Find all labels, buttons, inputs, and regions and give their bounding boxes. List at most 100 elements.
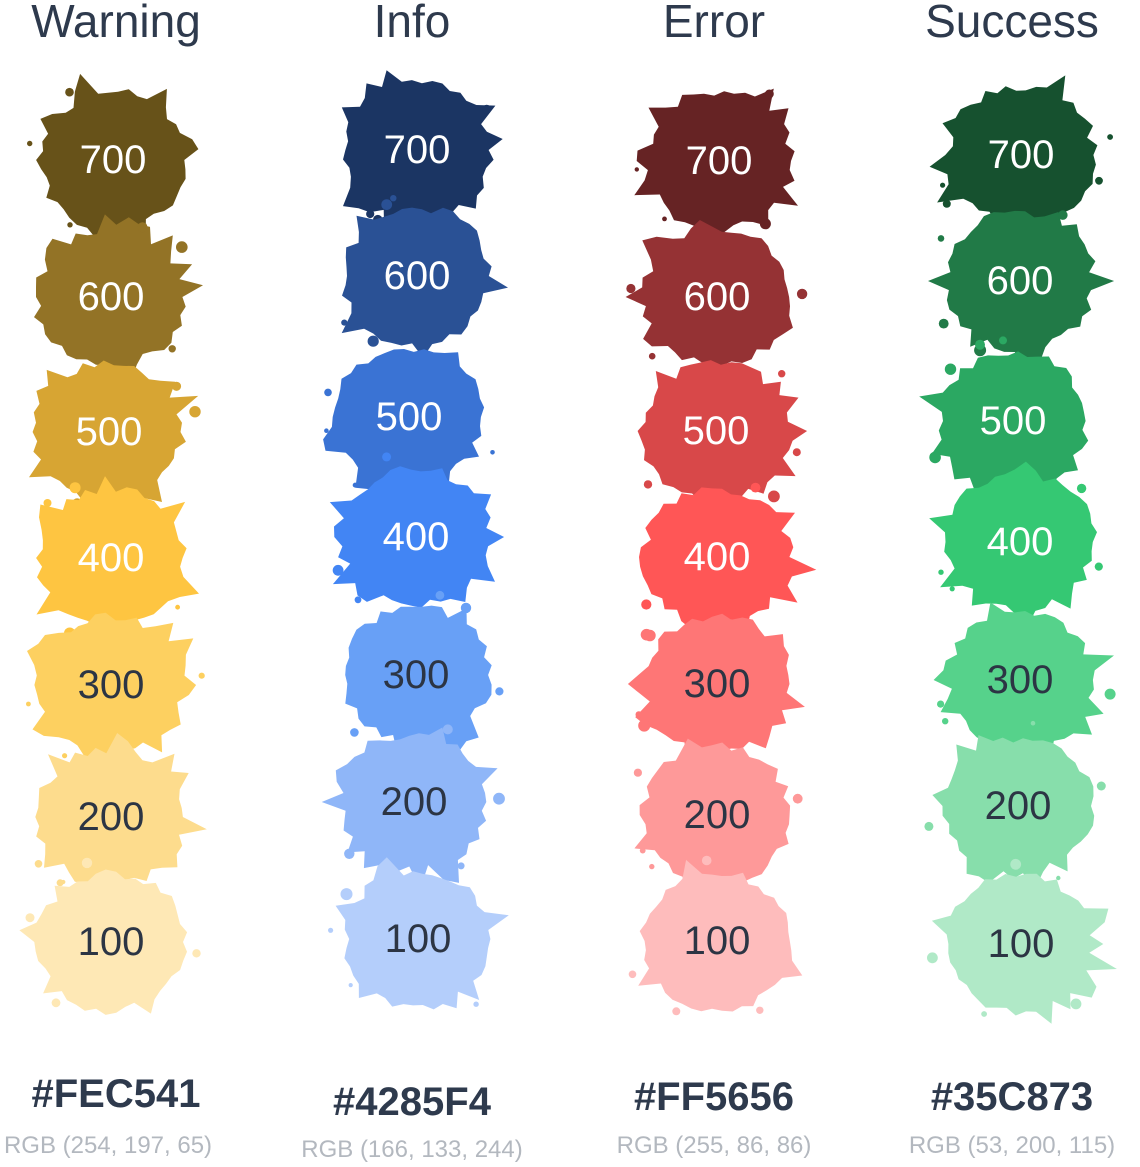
palette-column-warning: Warning 700 600 500 400 300 200 100 #FEC…	[0, 0, 266, 1167]
swatch-label: 400	[683, 534, 751, 579]
swatch-300[interactable]: 300	[622, 594, 812, 774]
paint-droplet	[67, 222, 73, 228]
swatch-label: 100	[683, 918, 751, 963]
hex-code: #35C873	[930, 1075, 1094, 1119]
paint-droplet	[381, 199, 393, 210]
paint-droplet	[764, 89, 774, 99]
swatch-label: 700	[79, 137, 147, 182]
swatch-label: 400	[77, 535, 145, 580]
paint-droplet	[1058, 210, 1068, 220]
swatch-200[interactable]: 200	[622, 725, 812, 905]
paint-splat-shape	[625, 220, 793, 366]
paint-droplet	[1096, 781, 1106, 791]
paint-droplet	[382, 452, 392, 462]
paint-droplet	[927, 952, 938, 964]
paint-droplet	[937, 235, 945, 242]
paint-droplet	[924, 821, 934, 831]
paint-droplet	[340, 888, 353, 901]
swatch-300[interactable]: 300	[16, 595, 206, 775]
rgb-value: RGB (254, 197, 65)	[3, 1132, 213, 1159]
paint-droplet	[938, 318, 949, 329]
paint-droplet	[341, 319, 348, 326]
swatch-400[interactable]: 400	[925, 452, 1115, 632]
paint-droplet	[324, 428, 329, 433]
paint-droplet	[493, 792, 505, 805]
paint-droplet	[490, 450, 495, 455]
paint-droplet	[348, 983, 353, 988]
paint-droplet	[460, 602, 472, 614]
swatch-100[interactable]: 100	[323, 849, 513, 1029]
paint-droplet	[176, 241, 188, 253]
paint-droplet	[759, 218, 771, 230]
swatch-label: 200	[380, 779, 448, 824]
paint-splat-shape	[341, 70, 503, 236]
swatch-700[interactable]: 700	[18, 70, 208, 250]
paint-droplet	[929, 451, 941, 464]
paint-droplet	[643, 480, 653, 489]
swatch-300[interactable]: 300	[321, 585, 511, 765]
swatch-700[interactable]: 700	[926, 65, 1116, 245]
paint-splat-shape	[637, 360, 808, 520]
swatch-100[interactable]: 100	[926, 854, 1117, 1034]
column-title: Info	[373, 0, 451, 47]
swatch-600[interactable]: 600	[622, 207, 812, 387]
paint-droplet	[482, 104, 492, 114]
paint-droplet	[672, 1007, 681, 1016]
paint-droplet	[175, 604, 181, 610]
paint-splat-shape	[321, 727, 498, 889]
paint-droplet	[999, 336, 1007, 345]
swatch-label: 700	[685, 138, 753, 183]
paint-droplet	[168, 345, 176, 353]
paint-splat-shape	[323, 349, 485, 502]
paint-droplet	[192, 949, 201, 958]
swatch-700[interactable]: 700	[624, 71, 814, 251]
paint-droplet	[324, 388, 332, 397]
swatch-400[interactable]: 400	[16, 468, 206, 648]
paint-droplet	[644, 629, 656, 642]
paint-splat-shape	[335, 857, 509, 1010]
paint-splat-shape	[29, 360, 199, 504]
paint-droplet	[792, 793, 803, 804]
swatch-500[interactable]: 500	[621, 341, 811, 521]
paint-droplet	[942, 718, 949, 725]
swatch-300[interactable]: 300	[925, 590, 1116, 770]
paint-splat-shape	[36, 476, 199, 646]
swatch-label: 600	[383, 253, 451, 298]
paint-droplet	[350, 728, 359, 737]
swatch-label: 600	[986, 258, 1054, 303]
swatch-200[interactable]: 200	[923, 716, 1113, 896]
swatch-700[interactable]: 700	[322, 60, 512, 240]
swatch-200[interactable]: 200	[319, 712, 509, 892]
swatch-100[interactable]: 100	[16, 852, 206, 1032]
swatch-600[interactable]: 600	[322, 186, 512, 366]
hex-code: #FEC541	[31, 1072, 201, 1116]
swatch-200[interactable]: 200	[16, 727, 207, 907]
paint-droplet	[328, 927, 334, 933]
paint-droplet	[937, 700, 945, 708]
paint-droplet	[366, 209, 375, 219]
swatch-500[interactable]: 500	[314, 327, 504, 507]
paint-droplet	[662, 216, 667, 222]
paint-droplet	[43, 499, 52, 507]
swatch-400[interactable]: 400	[321, 447, 511, 627]
paint-splat-shape	[919, 351, 1089, 513]
swatch-600[interactable]: 600	[16, 207, 206, 387]
swatch-500[interactable]: 500	[918, 331, 1108, 513]
paint-splat-shape	[341, 207, 508, 358]
paint-splat-shape	[929, 75, 1098, 236]
paint-splat-shape	[932, 735, 1095, 887]
paint-droplet	[638, 719, 651, 732]
paint-droplet	[1094, 562, 1103, 571]
swatch-100[interactable]: 100	[622, 851, 812, 1031]
paint-droplet	[495, 687, 504, 696]
paint-droplet	[778, 370, 786, 378]
paint-droplet	[344, 848, 355, 859]
swatch-label: 100	[77, 919, 145, 964]
paint-droplet	[189, 406, 201, 418]
swatch-label: 200	[77, 794, 145, 839]
swatch-400[interactable]: 400	[622, 467, 817, 647]
paint-droplet	[1076, 483, 1087, 494]
paint-droplet	[796, 288, 808, 300]
paint-droplet	[1030, 720, 1036, 726]
paint-droplet	[633, 768, 642, 777]
